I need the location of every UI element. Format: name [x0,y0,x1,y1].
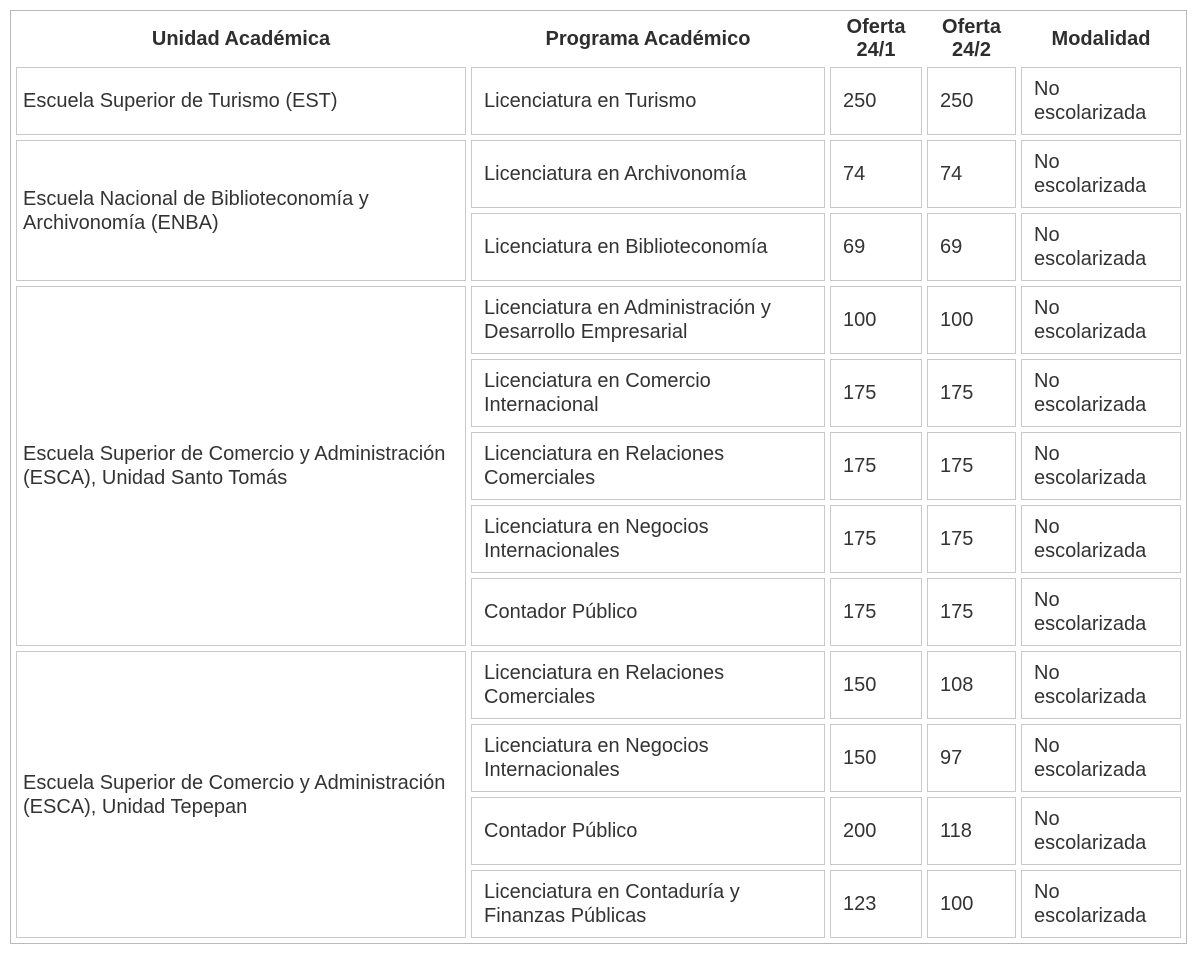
oferta-24-2-cell: 175 [927,578,1016,646]
oferta-24-2-cell: 175 [927,505,1016,573]
oferta-24-1-cell: 200 [830,797,922,865]
oferta-24-1-cell: 150 [830,651,922,719]
modalidad-cell: No escolarizada [1021,432,1181,500]
table-row: Escuela Superior de Comercio y Administr… [16,286,1181,646]
program-cell: Contador Público [471,578,825,646]
oferta-24-2-cell: 175 [927,432,1016,500]
table-row: Licenciatura en Contaduría y Finanzas Pú… [16,870,1181,938]
oferta-24-2-cell: 250 [927,67,1016,135]
oferta-24-1-cell: 100 [830,286,922,354]
header-oferta-24-1: Oferta 24/1 [846,16,906,61]
program-cell: Licenciatura en Comercio Internacional [471,359,825,427]
header-unidad-academica: Unidad Académica [151,27,331,50]
program-cell: Contador Público [471,797,825,865]
modalidad-cell: No escolarizada [1021,213,1181,281]
modalidad-cell: No escolarizada [1021,724,1181,792]
header-oferta-24-2: Oferta 24/2 [942,16,1001,61]
modalidad-cell: No escolarizada [1021,797,1181,865]
program-cell: Licenciatura en Relaciones Comerciales [471,432,825,500]
oferta-24-1-cell: 123 [830,870,922,938]
oferta-24-1-cell: 74 [830,140,922,208]
oferta-24-1-cell: 175 [830,505,922,573]
modalidad-cell: No escolarizada [1021,67,1181,135]
oferta-24-2-cell: 108 [927,651,1016,719]
admission-offer-table: Unidad Académica Programa Académico Ofer… [10,10,1187,944]
program-cell: Licenciatura en Negocios Internacionales [471,724,825,792]
modalidad-cell: No escolarizada [1021,651,1181,719]
oferta-24-1-cell: 250 [830,67,922,135]
table-row: Licenciatura en Biblioteconomía 69 69 No es… [16,213,1181,281]
table-row: Licenciatura en Comercio Internacional 17… [16,359,1181,427]
table-row: Contador Público 200 118 No escolarizada [16,797,1181,865]
oferta-24-2-cell: 100 [927,870,1016,938]
table-row: Contador Público 175 175 No escolarizada [16,578,1181,646]
oferta-24-1-cell: 175 [830,359,922,427]
table-row: Licenciatura en Negocios Internacionales… [16,724,1181,792]
header-row: Unidad Académica Programa Académico Ofer… [16,16,1181,62]
oferta-24-2-cell: 100 [927,286,1016,354]
unit-cell: Escuela Nacional de Biblioteconomía y Ar… [16,140,466,281]
unit-cell: Escuela Superior de Comercio y Administr… [16,651,466,938]
oferta-24-2-cell: 175 [927,359,1016,427]
table-body: Escuela Superior de Turismo (EST) Licenci… [16,67,1181,938]
program-cell: Licenciatura en Administración y Desarro… [471,286,825,354]
oferta-24-2-cell: 69 [927,213,1016,281]
program-cell: Licenciatura en Negocios Internacionales [471,505,825,573]
header-programa-academico: Programa Académico [545,27,751,50]
oferta-24-2-cell: 74 [927,140,1016,208]
header-modalidad: Modalidad [1051,27,1151,50]
modalidad-cell: No escolarizada [1021,505,1181,573]
table-row: Escuela Superior de Turismo (EST) Licenci… [16,67,1181,135]
table-row: Licenciatura en Relaciones Comerciales 17… [16,432,1181,500]
oferta-24-2-cell: 97 [927,724,1016,792]
modalidad-cell: No escolarizada [1021,870,1181,938]
unit-cell: Escuela Superior de Turismo (EST) [16,67,466,135]
oferta-24-1-cell: 69 [830,213,922,281]
table-row: Escuela Nacional de Biblioteconomía y Ar… [16,140,1181,281]
modalidad-cell: No escolarizada [1021,578,1181,646]
modalidad-cell: No escolarizada [1021,140,1181,208]
program-cell: Licenciatura en Turismo [471,67,825,135]
oferta-24-1-cell: 175 [830,578,922,646]
oferta-24-1-cell: 175 [830,432,922,500]
program-cell: Licenciatura en Contaduría y Finanzas Pú… [471,870,825,938]
unit-cell: Escuela Superior de Comercio y Administr… [16,286,466,646]
oferta-24-1-cell: 150 [830,724,922,792]
table-row: Licenciatura en Negocios Internacionales… [16,505,1181,573]
oferta-24-2-cell: 118 [927,797,1016,865]
program-cell: Licenciatura en Archivonomía [471,140,825,208]
table-row: Escuela Superior de Comercio y Administr… [16,651,1181,938]
modalidad-cell: No escolarizada [1021,359,1181,427]
modalidad-cell: No escolarizada [1021,286,1181,354]
program-cell: Licenciatura en Biblioteconomía [471,213,825,281]
program-cell: Licenciatura en Relaciones Comerciales [471,651,825,719]
